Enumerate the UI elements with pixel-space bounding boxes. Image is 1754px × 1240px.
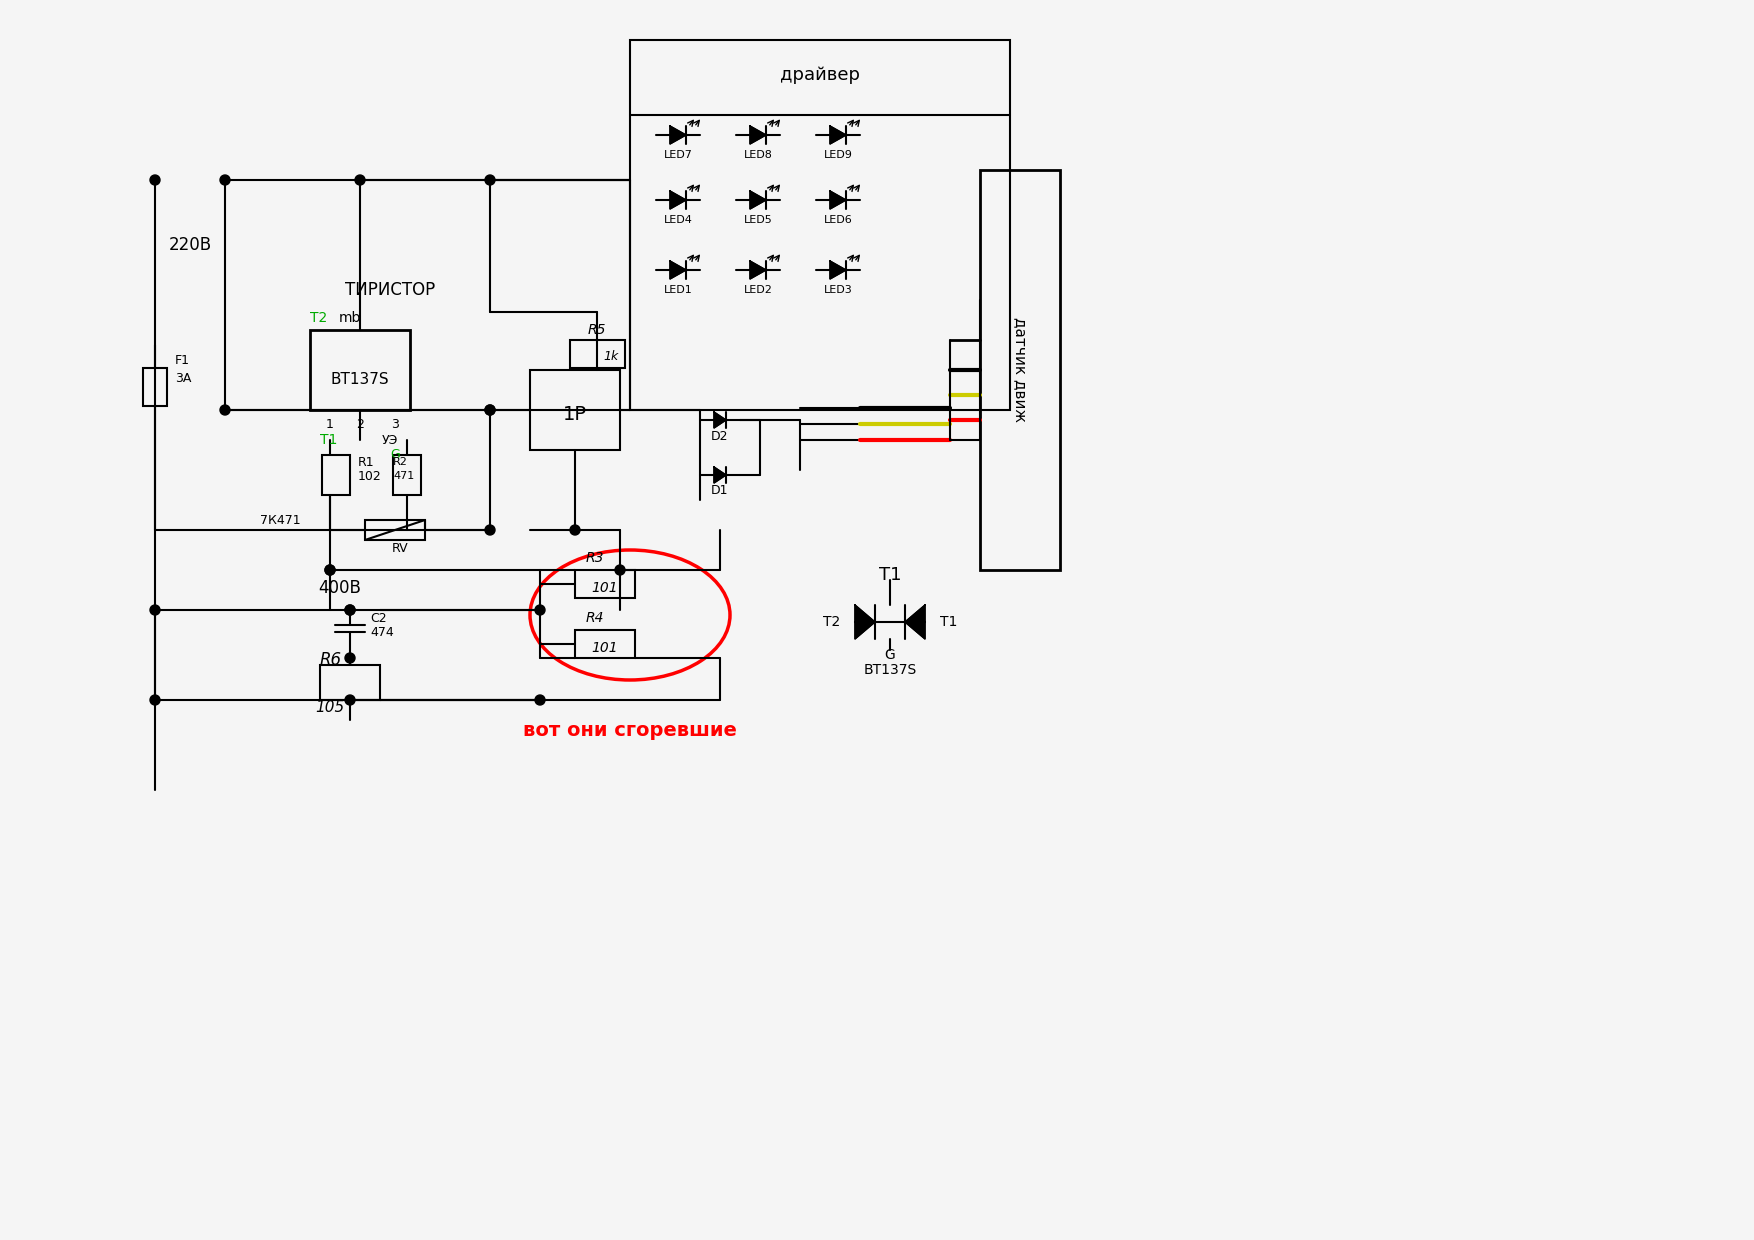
Polygon shape xyxy=(751,191,766,210)
Text: T1: T1 xyxy=(879,565,902,584)
Polygon shape xyxy=(830,260,845,279)
Bar xyxy=(144,368,167,405)
Circle shape xyxy=(570,525,581,534)
Text: D2: D2 xyxy=(712,429,728,443)
Text: T1: T1 xyxy=(319,433,337,446)
Text: 1k: 1k xyxy=(603,350,617,362)
Text: 7К471: 7К471 xyxy=(260,513,300,527)
Text: 474: 474 xyxy=(370,625,393,639)
Text: T2: T2 xyxy=(823,615,840,629)
Bar xyxy=(310,330,410,410)
Polygon shape xyxy=(854,605,875,639)
Text: D1: D1 xyxy=(712,485,728,497)
Text: LED6: LED6 xyxy=(824,215,852,224)
Polygon shape xyxy=(751,126,766,144)
Circle shape xyxy=(486,525,495,534)
Text: G: G xyxy=(884,649,895,662)
Text: драйвер: драйвер xyxy=(781,66,859,84)
Text: BT137S: BT137S xyxy=(863,663,917,677)
Circle shape xyxy=(151,694,160,706)
Bar xyxy=(570,340,624,368)
Bar xyxy=(575,630,635,658)
Text: mb: mb xyxy=(339,311,361,325)
Text: 1: 1 xyxy=(326,419,333,432)
Circle shape xyxy=(219,405,230,415)
Text: C2: C2 xyxy=(370,611,386,625)
Text: 101: 101 xyxy=(591,641,619,655)
Circle shape xyxy=(346,653,354,663)
Circle shape xyxy=(486,175,495,185)
Circle shape xyxy=(354,175,365,185)
Circle shape xyxy=(324,565,335,575)
Text: 101: 101 xyxy=(591,582,619,595)
Bar xyxy=(630,40,1010,410)
Text: 2: 2 xyxy=(356,419,363,432)
Text: F1: F1 xyxy=(175,353,189,367)
Polygon shape xyxy=(751,260,766,279)
Text: LED3: LED3 xyxy=(824,285,852,295)
Circle shape xyxy=(151,175,160,185)
Text: 105: 105 xyxy=(316,701,344,715)
Bar xyxy=(393,455,421,495)
Text: LED7: LED7 xyxy=(663,150,693,160)
Bar xyxy=(980,170,1059,570)
Circle shape xyxy=(535,605,545,615)
Text: G: G xyxy=(389,448,400,460)
Circle shape xyxy=(486,405,495,415)
Circle shape xyxy=(346,605,354,615)
Text: R3: R3 xyxy=(586,551,603,565)
Polygon shape xyxy=(670,126,686,144)
Text: LED1: LED1 xyxy=(663,285,693,295)
Bar xyxy=(575,570,635,598)
Text: УЭ: УЭ xyxy=(382,434,398,446)
Text: R5: R5 xyxy=(588,322,607,337)
Circle shape xyxy=(324,565,335,575)
Text: R1: R1 xyxy=(358,455,375,469)
Text: RV: RV xyxy=(391,542,409,554)
Text: 3А: 3А xyxy=(175,372,191,384)
Circle shape xyxy=(151,605,160,615)
Polygon shape xyxy=(830,191,845,210)
Text: 1Р: 1Р xyxy=(563,405,588,424)
Polygon shape xyxy=(714,467,726,484)
Text: ТИРИСТОР: ТИРИСТОР xyxy=(346,281,435,299)
Text: LED4: LED4 xyxy=(663,215,693,224)
Text: T2: T2 xyxy=(310,311,328,325)
Text: 102: 102 xyxy=(358,470,382,482)
Bar xyxy=(323,455,351,495)
Text: 3: 3 xyxy=(391,419,398,432)
Text: BT137S: BT137S xyxy=(332,372,389,387)
Circle shape xyxy=(346,605,354,615)
Text: LED8: LED8 xyxy=(744,150,772,160)
Text: 471: 471 xyxy=(393,471,414,481)
Circle shape xyxy=(219,175,230,185)
Circle shape xyxy=(486,405,495,415)
Polygon shape xyxy=(670,260,686,279)
Circle shape xyxy=(346,694,354,706)
Polygon shape xyxy=(905,605,924,639)
Circle shape xyxy=(535,694,545,706)
Polygon shape xyxy=(670,191,686,210)
Bar xyxy=(530,370,619,450)
Polygon shape xyxy=(830,126,845,144)
Text: R2: R2 xyxy=(393,458,409,467)
Text: LED9: LED9 xyxy=(824,150,852,160)
Text: T1: T1 xyxy=(940,615,958,629)
Text: 400В: 400В xyxy=(319,579,361,596)
Bar xyxy=(319,665,381,701)
Text: LED5: LED5 xyxy=(744,215,772,224)
Text: 220В: 220В xyxy=(168,236,212,254)
Circle shape xyxy=(616,565,624,575)
Polygon shape xyxy=(714,412,726,428)
Text: LED2: LED2 xyxy=(744,285,772,295)
Text: R6: R6 xyxy=(319,651,342,670)
Text: датчик движ: датчик движ xyxy=(1012,317,1028,423)
Bar xyxy=(365,520,424,539)
Text: R4: R4 xyxy=(586,611,603,625)
Text: вот они сгоревшие: вот они сгоревшие xyxy=(523,720,737,739)
